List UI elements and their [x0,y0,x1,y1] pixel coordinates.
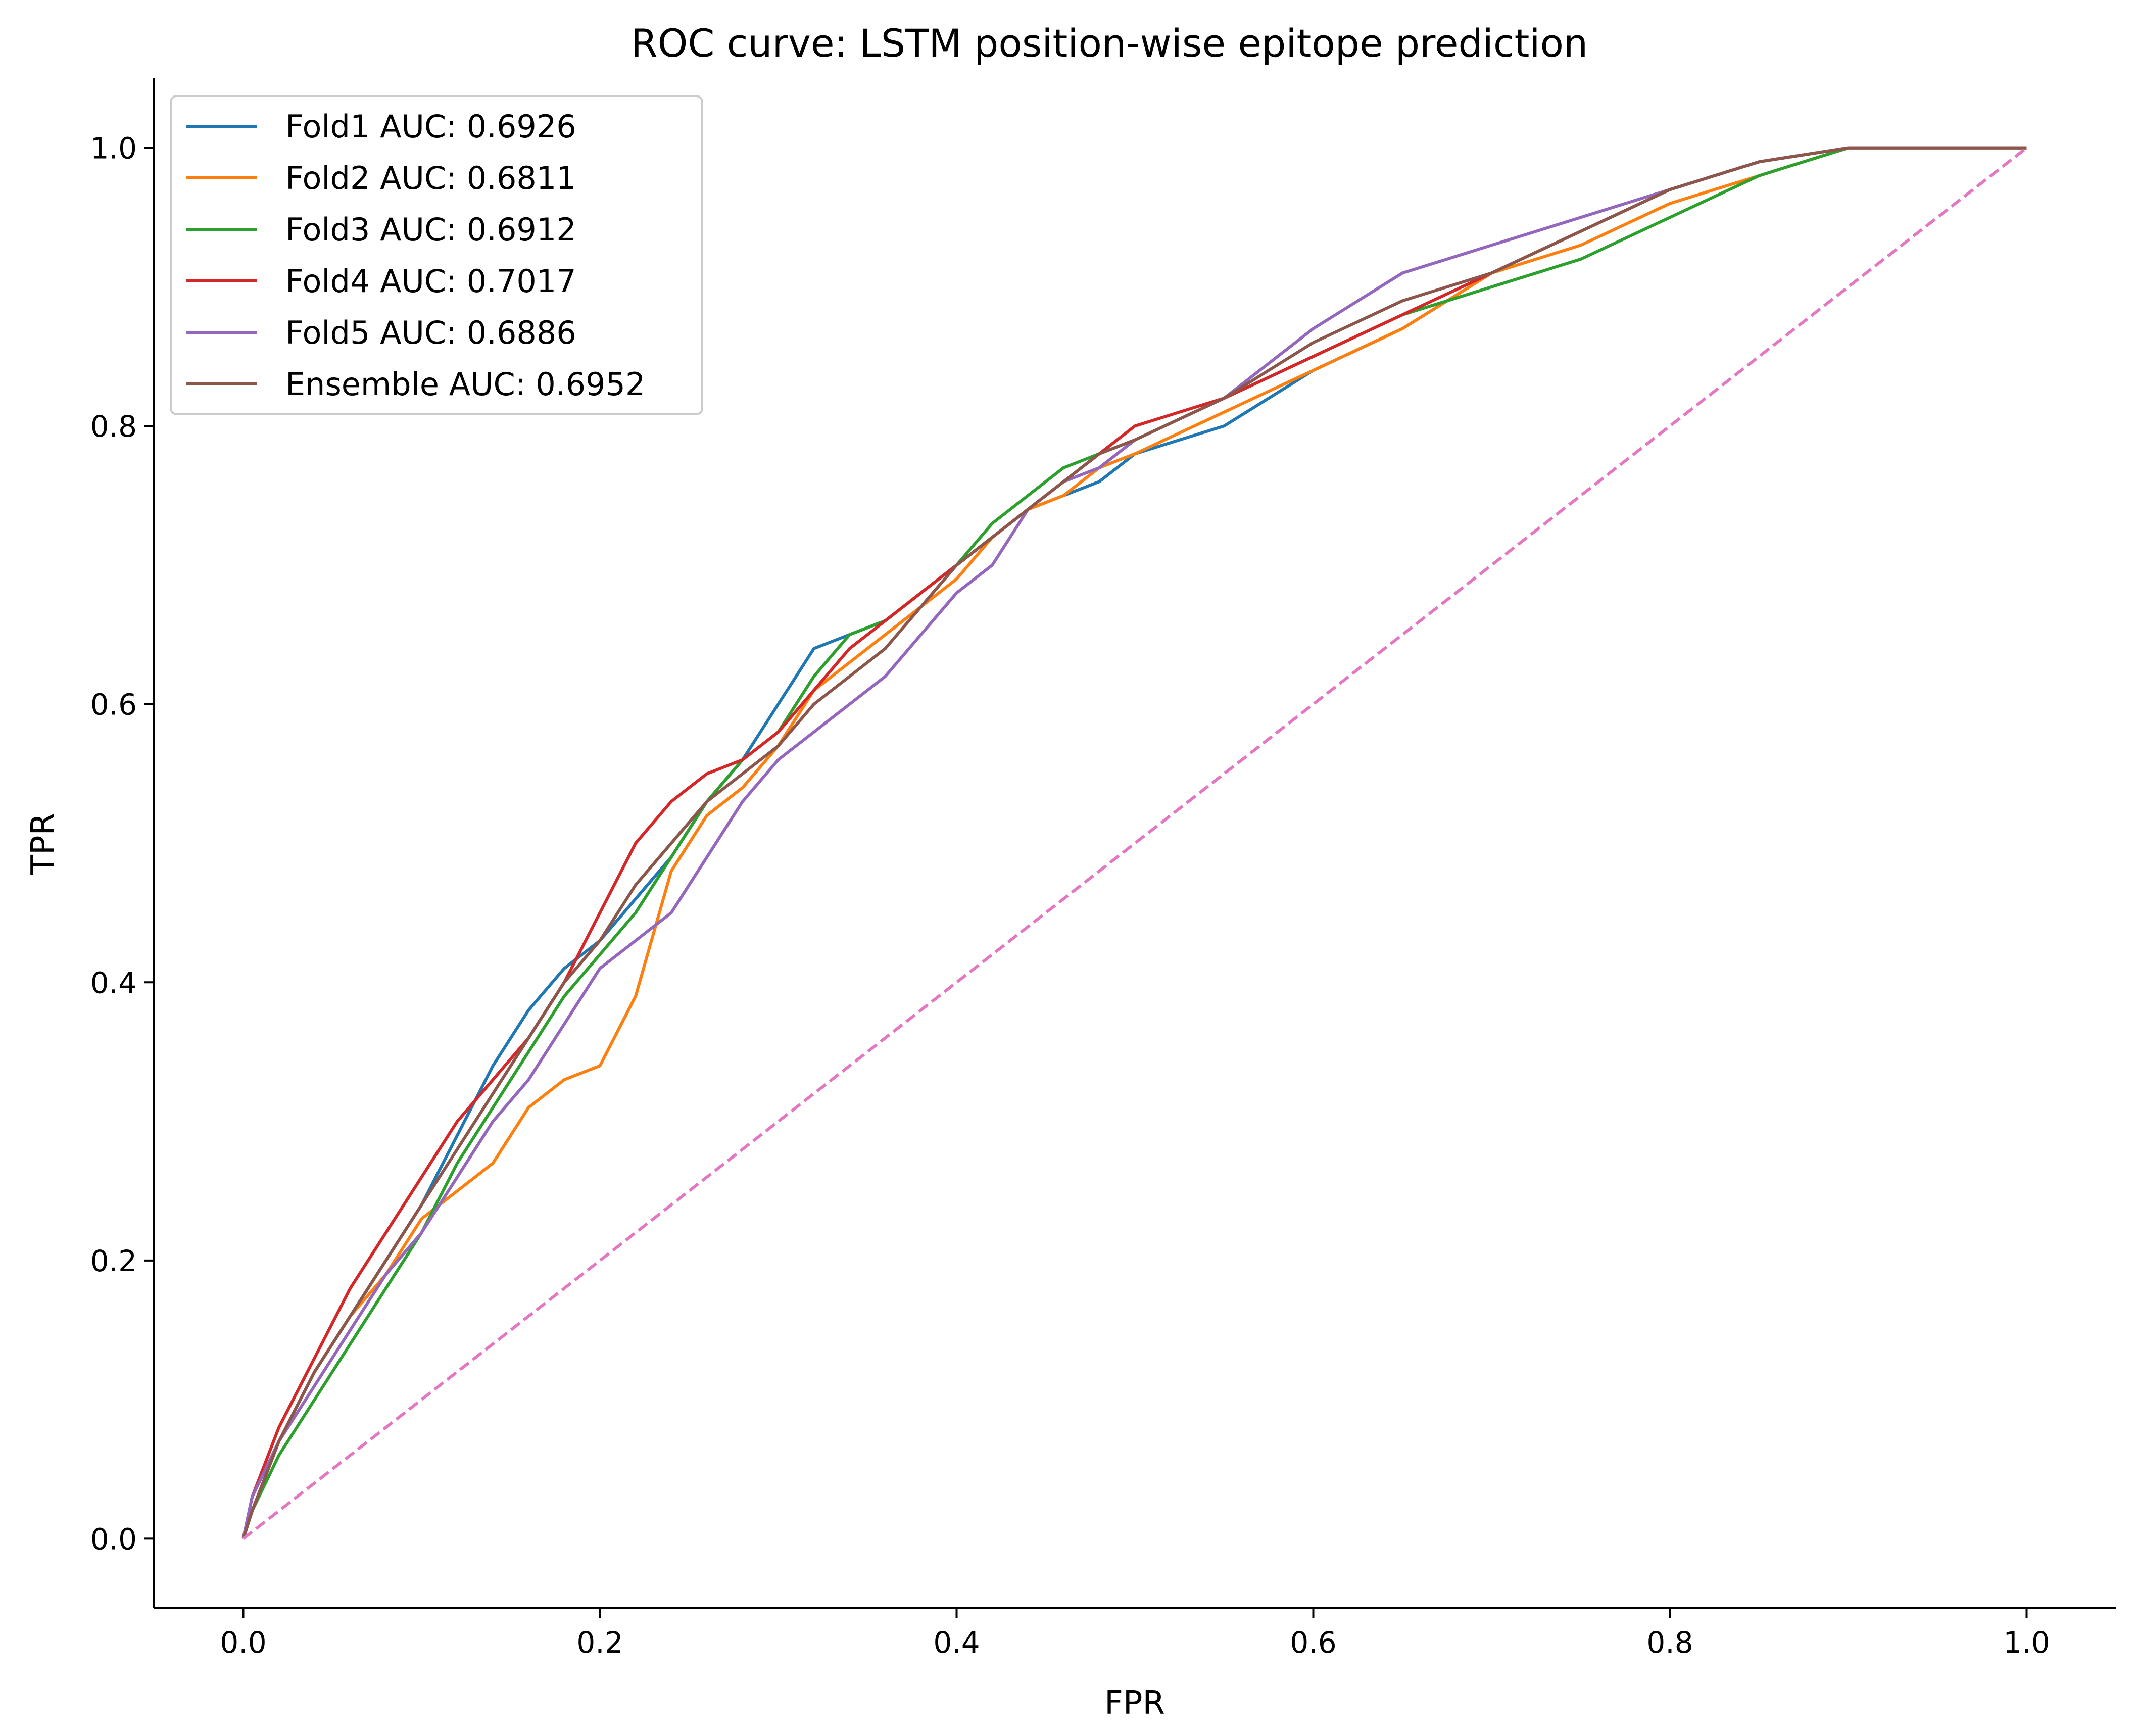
plot-lines [241,146,2028,1540]
y-tick-label: 0.2 [90,1244,137,1278]
y-tick-label: 0.6 [90,688,137,722]
y-axis-label: TPR [25,813,62,875]
y-tick-label: 0.0 [90,1522,137,1556]
x-ticks: 0.0 0.2 0.4 0.6 0.8 1.0 [220,1608,2050,1660]
y-tick-label: 1.0 [90,131,137,166]
chart-title: ROC curve: LSTM position-wise epitope pr… [631,21,1588,66]
legend: Fold1 AUC: 0.6926 Fold2 AUC: 0.6811 Fold3 … [170,95,703,415]
x-tick-label: 0.6 [1290,1625,1336,1660]
x-tick-label: 0.2 [576,1625,623,1660]
y-tick-label: 0.4 [90,966,137,1000]
x-tick-label: 1.0 [2003,1625,2050,1660]
series-line-7 [242,147,2028,1540]
x-tick-label: 0.0 [220,1625,266,1660]
legend-label-6: Ensemble AUC: 0.6952 [285,366,645,403]
legend-label-5: Fold5 AUC: 0.6886 [285,314,576,351]
legend-frame [170,95,703,415]
y-tick-label: 0.8 [90,409,137,444]
legend-label-4: Fold4 AUC: 0.7017 [285,263,576,300]
legend-label-1: Fold1 AUC: 0.6926 [285,108,576,145]
series-line-6 [241,146,2027,1539]
y-ticks: 0.0 0.2 0.4 0.6 0.8 1.0 [90,131,154,1556]
series-line-5 [241,146,2027,1539]
legend-label-2: Fold2 AUC: 0.6811 [285,160,576,197]
x-tick-label: 0.8 [1646,1625,1693,1660]
legend-label-3: Fold3 AUC: 0.6912 [285,211,576,248]
x-axis-label: FPR [1104,1684,1165,1722]
x-tick-label: 0.4 [933,1625,980,1660]
